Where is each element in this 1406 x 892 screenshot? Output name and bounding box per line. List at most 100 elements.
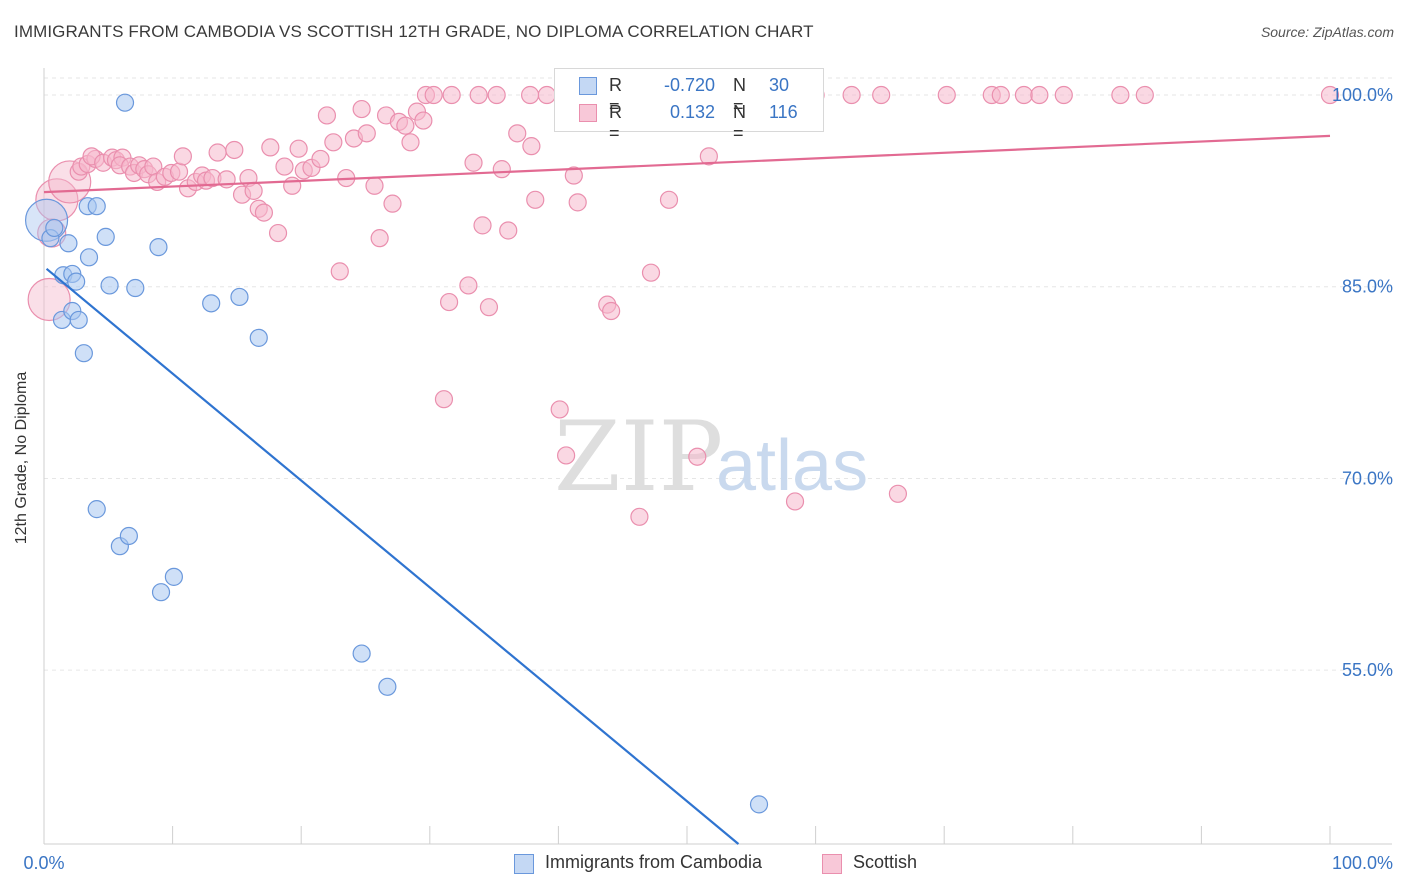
- scottish-point: [508, 124, 527, 143]
- scottish-point: [169, 162, 189, 181]
- scottish-point: [521, 85, 540, 105]
- scottish-point: [1014, 85, 1034, 105]
- scottish-point: [396, 116, 415, 135]
- scottish-point: [439, 292, 459, 312]
- cambodia-point: [69, 310, 88, 330]
- cambodia-point: [151, 583, 171, 602]
- cambodia-point: [230, 287, 249, 307]
- scottish-point: [473, 216, 492, 235]
- n-value: 30: [769, 75, 790, 95]
- n-key: N =: [733, 102, 746, 143]
- scottish-point: [659, 190, 679, 209]
- scottish-point: [357, 124, 376, 143]
- scottish-point: [688, 447, 707, 466]
- scottish-point: [283, 176, 302, 195]
- cambodia-point: [45, 218, 64, 238]
- scottish-point: [1111, 85, 1130, 105]
- cambodia-point: [749, 795, 769, 814]
- scottish-point: [602, 301, 621, 321]
- scottish-point: [492, 160, 511, 179]
- cambodia-point: [115, 93, 135, 112]
- scottish-point: [630, 507, 649, 526]
- scottish-point: [479, 298, 499, 317]
- scottish-point: [464, 153, 483, 172]
- scottish-point: [872, 85, 891, 105]
- scottish-point: [261, 138, 280, 157]
- scottish-point: [641, 263, 661, 282]
- n-value: 116: [769, 102, 798, 122]
- cambodia-point: [79, 248, 99, 267]
- scottish-point: [1135, 85, 1154, 105]
- cambodia-point: [87, 500, 106, 519]
- scottish-point: [937, 85, 956, 105]
- scottish-point: [1320, 85, 1340, 105]
- scottish-point: [469, 85, 488, 105]
- scottish-point: [499, 221, 518, 240]
- cambodia-point: [202, 294, 221, 313]
- y-tick-label: 55.0%: [1342, 660, 1393, 680]
- legend-label-scottish: Scottish: [853, 852, 918, 872]
- chart-title: IMMIGRANTS FROM CAMBODIA VS SCOTTISH 12T…: [14, 22, 814, 41]
- scottish-point: [330, 262, 349, 281]
- r-key: R =: [609, 102, 622, 143]
- scottish-point: [568, 193, 587, 212]
- scottish-point: [487, 85, 506, 105]
- legend-swatch-blue: [514, 854, 534, 874]
- scottish-point: [1030, 85, 1049, 105]
- correlation-legend: R = -0.720 N = 30 R = 0.132 N = 116: [554, 68, 824, 143]
- r-key: R =: [609, 75, 622, 116]
- x-tick-label: 0.0%: [23, 853, 64, 873]
- cambodia-point: [378, 677, 397, 696]
- y-tick-label: 70.0%: [1342, 468, 1393, 488]
- n-key: N =: [733, 75, 746, 116]
- scottish-point: [785, 492, 805, 511]
- y-tick-label: 85.0%: [1342, 277, 1393, 297]
- cambodia-point: [119, 526, 138, 546]
- legend-swatch-blue: [579, 77, 597, 95]
- cambodia-trendline: [45, 267, 740, 845]
- scottish-point: [311, 149, 330, 169]
- scottish-point: [991, 85, 1010, 105]
- scottish-point: [699, 147, 718, 166]
- legend-swatch-pink: [822, 854, 842, 874]
- legend-swatch-pink: [579, 104, 597, 122]
- scottish-point: [244, 181, 263, 200]
- source-label: Source: ZipAtlas.com: [1260, 24, 1394, 40]
- scottish-point: [173, 147, 192, 166]
- scottish-point: [414, 111, 433, 130]
- scottish-point: [564, 166, 583, 185]
- scottish-point: [550, 400, 569, 419]
- cambodia-point: [100, 276, 119, 295]
- scottish-point: [383, 194, 402, 213]
- scottish-point: [324, 133, 343, 152]
- scottish-point: [1054, 85, 1073, 105]
- scottish-point: [442, 85, 461, 105]
- cambodia-point: [164, 567, 183, 586]
- scottish-point: [225, 140, 244, 160]
- scottish-trendline: [43, 134, 1331, 194]
- scottish-point: [352, 99, 371, 119]
- cambodia-point: [352, 644, 371, 663]
- cambodia-point: [67, 272, 86, 291]
- scottish-point: [459, 276, 478, 295]
- cambodia-point: [59, 234, 78, 253]
- scottish-point: [434, 390, 454, 409]
- scottish-point: [208, 143, 227, 162]
- cambodia-point: [96, 227, 115, 246]
- cambodia-point: [74, 344, 93, 363]
- scottish-point: [401, 133, 420, 152]
- cambodia-point: [249, 328, 268, 347]
- cambodia-point: [87, 197, 106, 216]
- scottish-point: [424, 85, 443, 105]
- cambodia-point: [126, 278, 145, 298]
- scottish-point: [268, 223, 288, 243]
- scottish-point: [317, 106, 337, 125]
- cambodia-point: [149, 238, 168, 257]
- scottish-point: [254, 203, 274, 222]
- scottish-point: [275, 157, 294, 176]
- scottish-point: [888, 484, 908, 503]
- r-value: -0.720: [663, 75, 715, 95]
- y-tick-label: 100.0%: [1332, 85, 1393, 105]
- scottish-point: [537, 85, 556, 105]
